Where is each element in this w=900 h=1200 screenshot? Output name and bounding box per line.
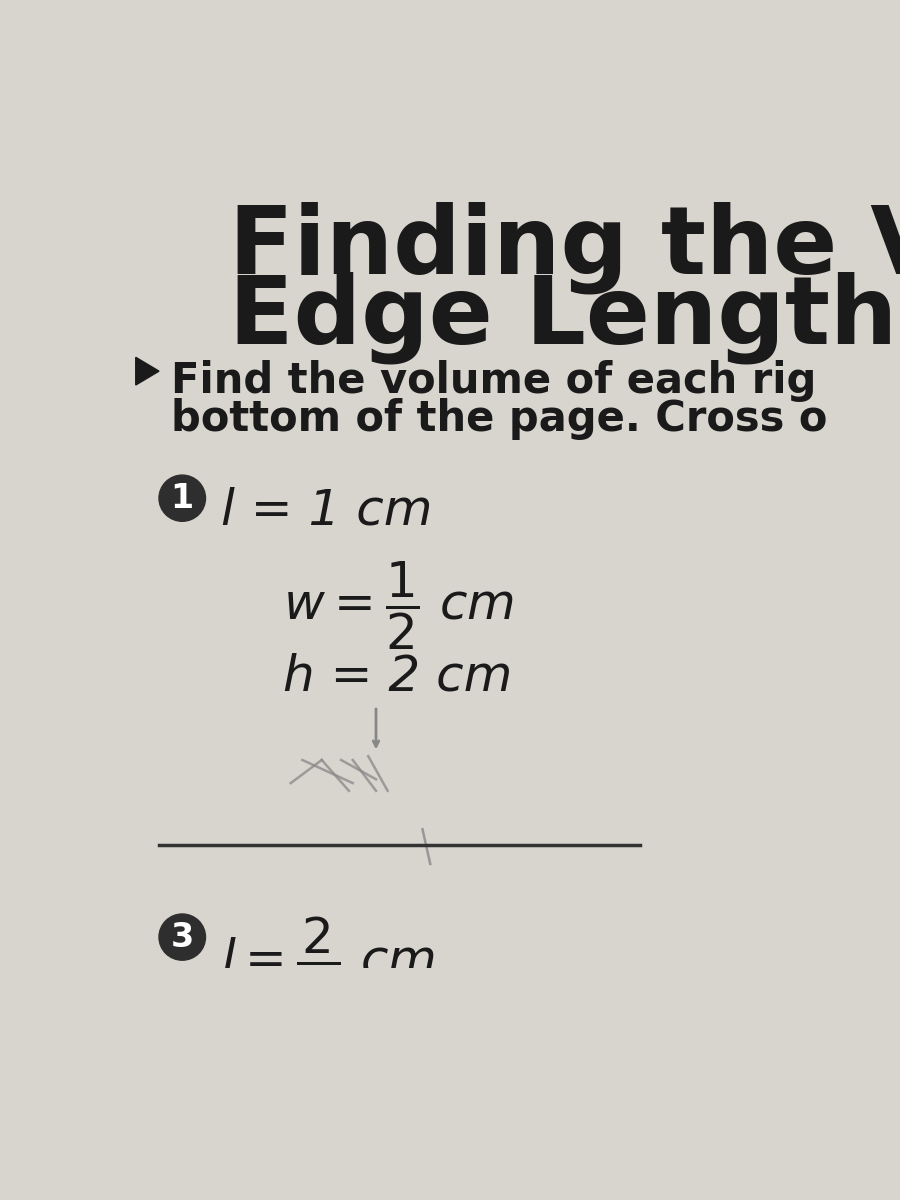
Text: bottom of the page. Cross o: bottom of the page. Cross o bbox=[171, 398, 827, 440]
Circle shape bbox=[159, 914, 205, 960]
Circle shape bbox=[159, 475, 205, 521]
Polygon shape bbox=[136, 358, 159, 385]
Text: $l = \dfrac{2}{-}$ cm: $l = \dfrac{2}{-}$ cm bbox=[221, 922, 435, 974]
Text: Finding the Volu: Finding the Volu bbox=[229, 202, 900, 294]
Text: Edge Lengths: Edge Lengths bbox=[229, 271, 900, 364]
Text: $w = \dfrac{1}{2}$ cm: $w = \dfrac{1}{2}$ cm bbox=[283, 559, 514, 653]
Text: Find the volume of each rig: Find the volume of each rig bbox=[171, 360, 816, 402]
Text: 3: 3 bbox=[171, 920, 194, 954]
Text: l = 1 cm: l = 1 cm bbox=[221, 487, 433, 535]
Text: h = 2 cm: h = 2 cm bbox=[283, 653, 512, 701]
Text: 1: 1 bbox=[171, 481, 194, 515]
